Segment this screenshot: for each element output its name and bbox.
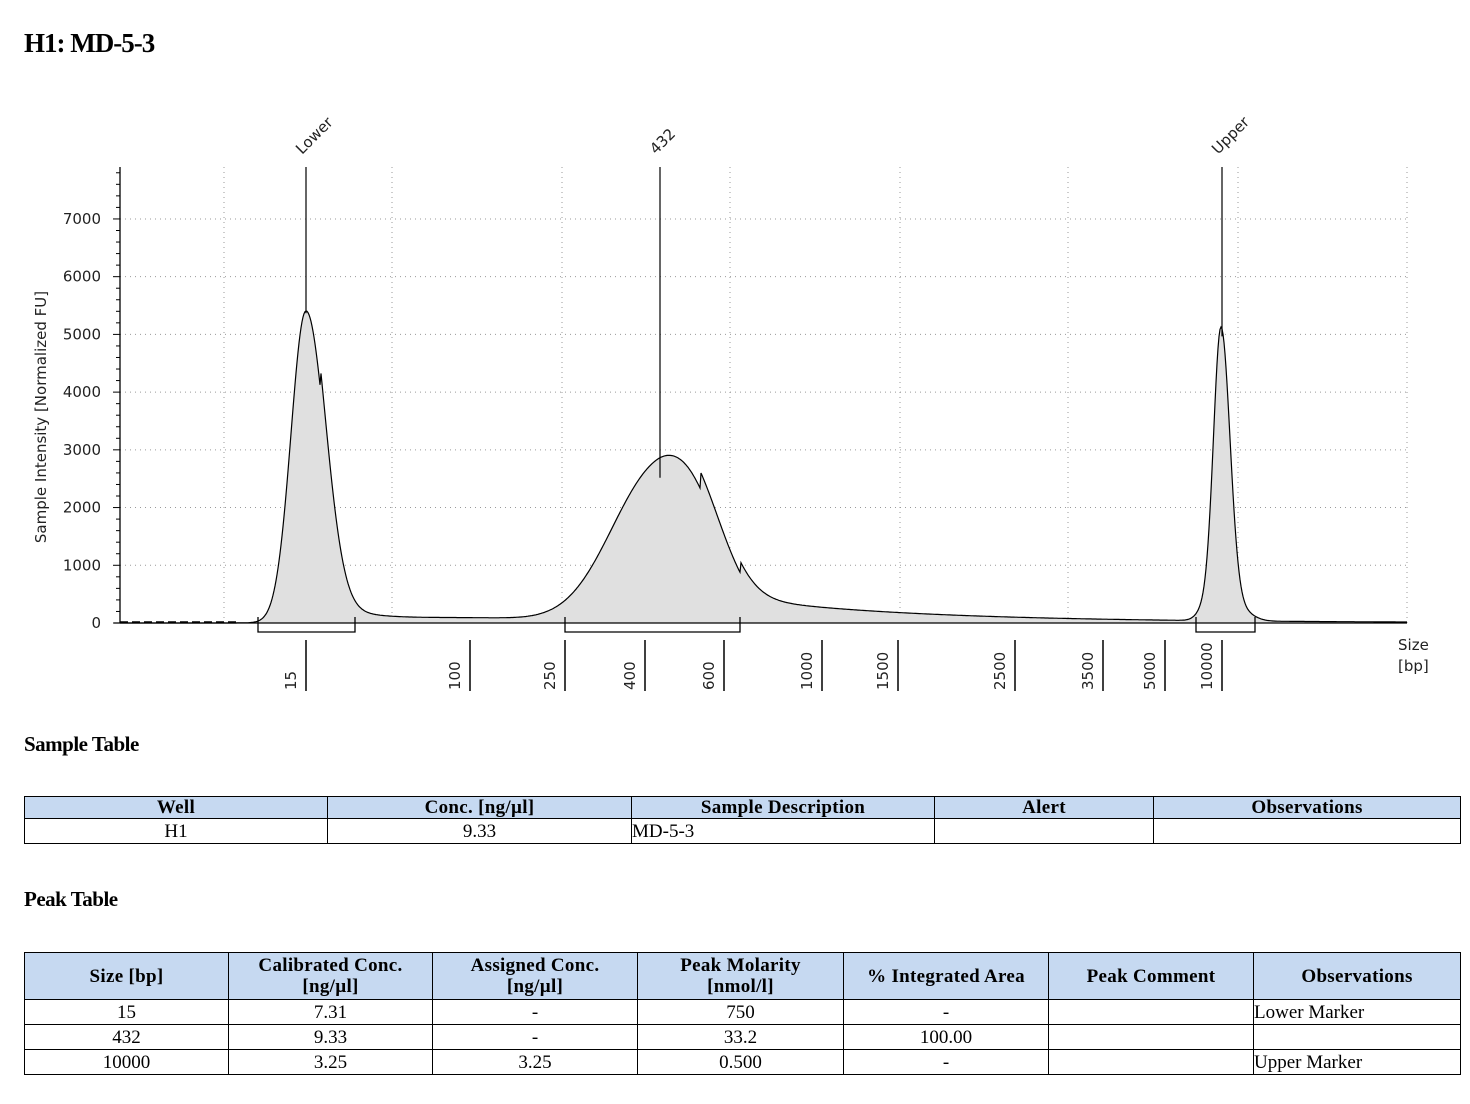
header-line: [ng/µl] [506,976,564,997]
y-tick-label: 4000 [63,383,101,401]
header-line: Peak Molarity [680,955,801,976]
chart-curve [120,310,1407,633]
y-tick-label: 1000 [63,556,101,574]
header-line: Size [bp] [89,965,164,987]
y-axis-label: Sample Intensity [Normalized FU] [32,291,50,543]
table-cell: 100.00 [843,1024,1049,1050]
x-tick-label: 3500 [1079,652,1097,690]
peak-table-header: Peak Comment [1048,952,1254,1000]
sample-table-header: Observations [1153,796,1461,819]
table-cell: Upper Marker [1253,1049,1461,1075]
table-cell: 9.33 [228,1024,433,1050]
trace-fill [120,310,1407,623]
table-cell [1253,1024,1461,1050]
table-cell: - [432,999,638,1025]
peak-label: Lower [292,113,337,158]
table-cell: 3.25 [432,1049,638,1075]
header-line: Peak Comment [1086,965,1216,987]
table-cell [1048,1024,1254,1050]
sample-table-title: Sample Table [24,732,139,756]
y-tick-label: 2000 [63,499,101,517]
table-cell: - [843,1049,1049,1075]
x-tick-label: 5000 [1141,652,1159,690]
peak-table-header: % Integrated Area [843,952,1049,1000]
header-line: % Integrated Area [867,965,1025,987]
y-tick-label: 0 [91,614,101,632]
table-row: H1 9.33 MD-5-3 [24,818,1461,844]
y-tick-label: 6000 [63,268,101,286]
sample-table-header: Alert [934,796,1154,819]
table-row: 432 9.33 - 33.2 100.00 [24,1024,1461,1050]
x-axis-label-line1: Size [1398,636,1429,654]
chart-axes: 0 1000 2000 3000 4000 5000 6000 7000 15 100 250 400… [63,167,1407,691]
peak-table-header: Peak Molarity [nmol/l] [637,952,844,1000]
table-cell: 750 [637,999,844,1025]
peak-label: Upper [1208,112,1253,157]
table-cell: 0.500 [637,1049,844,1075]
table-row: 15 7.31 - 750 - Lower Marker [24,999,1461,1025]
x-tick-label: 15 [282,671,300,690]
sample-table: Well Conc. [ng/µl] Sample Description Al… [24,796,1461,844]
table-cell: 15 [24,999,229,1025]
y-tick-label: 7000 [63,210,101,228]
x-tick-label: 2500 [991,652,1009,690]
table-cell: H1 [24,818,328,844]
table-cell: 33.2 [637,1024,844,1050]
sample-table-header-row: Well Conc. [ng/µl] Sample Description Al… [24,796,1461,819]
header-line: Assigned Conc. [470,955,600,976]
peak-table-title: Peak Table [24,887,118,911]
region-bracket [257,617,356,633]
table-cell [934,818,1154,844]
table-row: 10000 3.25 3.25 0.500 - Upper Marker [24,1049,1461,1075]
x-axis-label: Size [bp] [1398,636,1434,675]
chart-peak-lines: Lower 432 Upper [292,112,1254,478]
table-cell: Lower Marker [1253,999,1461,1025]
x-tick-label: 100 [446,661,464,690]
region-bracket [564,617,741,633]
x-tick-label: 1500 [874,652,892,690]
peak-table: Size [bp] Calibrated Conc. [ng/µl] Assign… [24,952,1461,1075]
table-cell [1153,818,1461,844]
peak-table-header: Assigned Conc. [ng/µl] [432,952,638,1000]
y-tick-label: 5000 [63,325,101,343]
peak-table-header: Calibrated Conc. [ng/µl] [228,952,433,1000]
table-cell [1048,1049,1254,1075]
x-tick-label: 400 [621,661,639,690]
peak-table-header: Size [bp] [24,952,229,1000]
table-cell: 10000 [24,1049,229,1075]
sample-table-header: Well [24,796,328,819]
page-title: H1: MD-5-3 [24,28,155,58]
x-tick-label: 250 [541,661,559,690]
table-cell: 7.31 [228,999,433,1025]
header-line: Calibrated Conc. [258,955,403,976]
table-cell [1048,999,1254,1025]
peak-label: 432 [646,125,679,158]
x-tick-label: 600 [700,661,718,690]
peak-table-header-row: Size [bp] Calibrated Conc. [ng/µl] Assign… [24,952,1461,1000]
x-tick-label: 10000 [1198,642,1216,690]
header-line: Observations [1301,965,1413,987]
chart-grid [120,167,1408,623]
y-tick-label: 3000 [63,441,101,459]
table-cell: 3.25 [228,1049,433,1075]
sample-table-header: Sample Description [631,796,935,819]
x-axis-label-line2: [bp] [1398,657,1429,675]
header-line: [nmol/l] [707,976,774,997]
trace-line [120,310,1407,624]
table-cell: 432 [24,1024,229,1050]
x-tick-label: 1000 [798,652,816,690]
header-line: [ng/µl] [302,976,359,997]
table-cell: - [432,1024,638,1050]
table-cell: MD-5-3 [631,818,935,844]
table-cell: - [843,999,1049,1025]
sample-table-header: Conc. [ng/µl] [327,796,632,819]
electropherogram-chart: 0 1000 2000 3000 4000 5000 6000 7000 15 100 250 400… [32,112,1434,691]
region-bracket [1195,617,1256,633]
table-cell: 9.33 [327,818,632,844]
peak-table-header: Observations [1253,952,1461,1000]
